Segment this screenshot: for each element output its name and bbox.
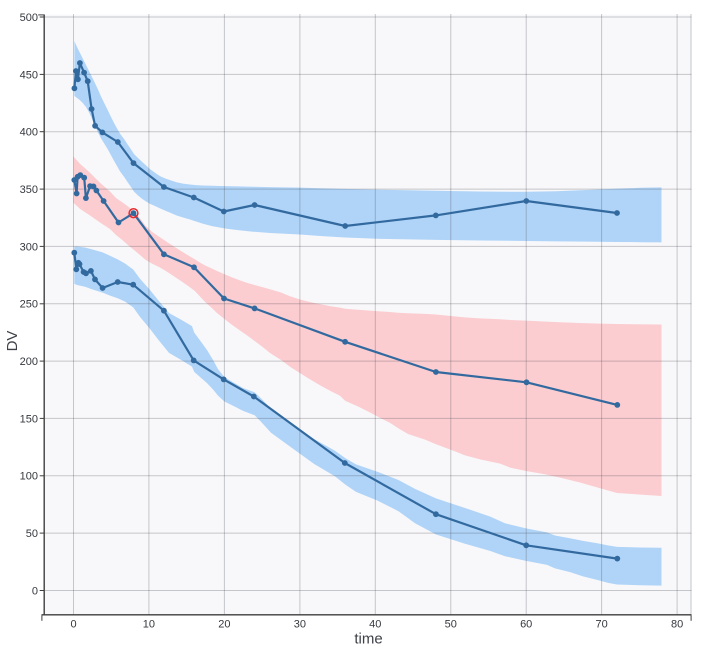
svg-text:100: 100 [20, 471, 38, 483]
svg-text:0: 0 [32, 585, 38, 597]
svg-text:50: 50 [445, 618, 457, 630]
svg-text:200: 200 [20, 356, 38, 368]
svg-text:300: 300 [20, 241, 38, 253]
svg-text:70: 70 [595, 618, 607, 630]
svg-text:20: 20 [218, 618, 230, 630]
svg-text:60: 60 [520, 618, 532, 630]
svg-text:350: 350 [20, 184, 38, 196]
svg-text:0: 0 [70, 618, 76, 630]
svg-text:time: time [354, 631, 382, 648]
svg-text:500: 500 [20, 12, 38, 24]
svg-text:450: 450 [20, 69, 38, 81]
svg-text:10: 10 [143, 618, 155, 630]
svg-text:DV: DV [4, 331, 21, 352]
svg-text:250: 250 [20, 299, 38, 311]
svg-text:30: 30 [294, 618, 306, 630]
svg-text:400: 400 [20, 127, 38, 139]
svg-text:80: 80 [671, 618, 683, 630]
svg-text:50: 50 [26, 528, 38, 540]
svg-text:150: 150 [20, 413, 38, 425]
svg-text:40: 40 [369, 618, 381, 630]
